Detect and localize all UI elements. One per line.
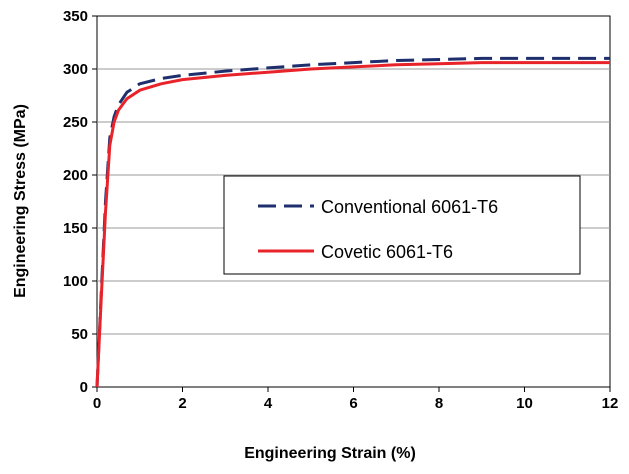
- legend: Conventional 6061-T6 Covetic 6061-T6: [223, 175, 581, 275]
- x-axis-title: Engineering Strain (%): [244, 445, 416, 462]
- x-tick-label: 12: [602, 395, 619, 412]
- x-tick-label: 10: [516, 395, 533, 412]
- y-tick-label: 100: [63, 273, 88, 290]
- series-line-conventional-6061-t6: [95, 56, 610, 388]
- axis-ticks: 0 50 100 150 200 250 300 350 0 2 4 6 8 10 12: [63, 8, 618, 412]
- y-tick-label: 350: [63, 8, 88, 25]
- x-tick-label: 2: [178, 395, 186, 412]
- x-tick-label: 8: [435, 395, 443, 412]
- x-tick-label: 6: [349, 395, 357, 412]
- y-tick-label: 250: [63, 114, 88, 131]
- y-tick-label: 150: [63, 220, 88, 237]
- y-axis-title: Engineering Stress (MPa): [12, 104, 29, 298]
- legend-label-conventional: Conventional 6061-T6: [321, 197, 498, 217]
- y-tick-label: 300: [63, 61, 88, 78]
- legend-box: [223, 175, 581, 275]
- legend-label-covetic: Covetic 6061-T6: [321, 242, 453, 262]
- grid-lines: [97, 68, 610, 335]
- series-line-covetic-6061-t6: [95, 61, 610, 388]
- x-tick-label: 4: [264, 395, 273, 412]
- y-tick-label: 200: [63, 167, 88, 184]
- y-tick-label: 50: [71, 326, 88, 343]
- data-series: [95, 56, 610, 388]
- y-tick-label: 0: [80, 379, 88, 396]
- x-tick-label: 0: [93, 395, 101, 412]
